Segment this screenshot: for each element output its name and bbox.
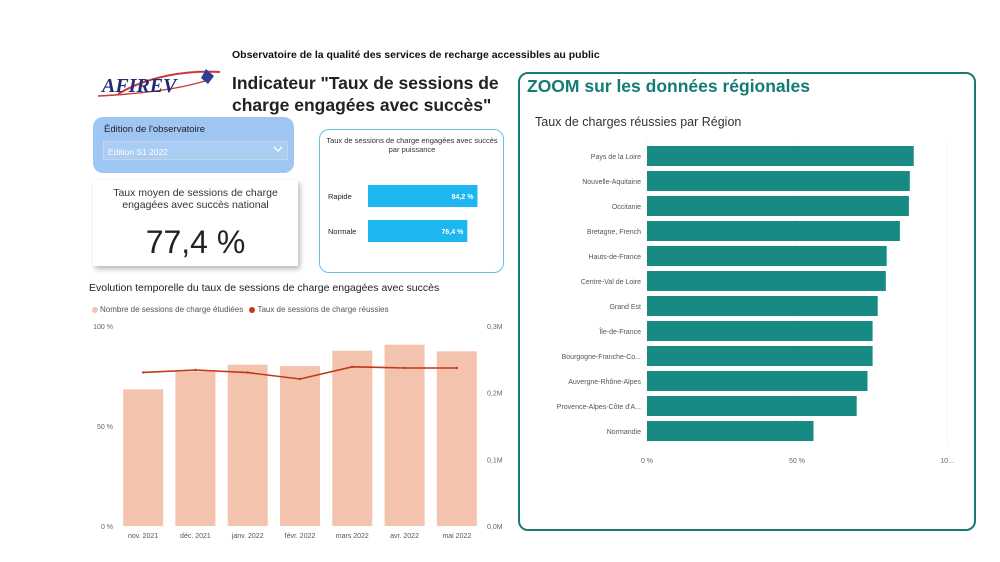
region-bar xyxy=(647,146,914,166)
legend-bar-label: Nombre de sessions de charge étudiées xyxy=(100,305,244,314)
kpi-card xyxy=(93,180,298,266)
region-label: Bourgogne-Franche-Co... xyxy=(562,354,641,361)
region-bar xyxy=(647,246,887,266)
power-data-label: 76,4 % xyxy=(442,229,465,236)
evolution-chart-title: Evolution temporelle du taux de sessions… xyxy=(89,282,440,294)
region-label: Pays de la Loire xyxy=(591,154,641,161)
y-right-tick-label: 0,0M xyxy=(487,524,503,531)
success-rate-point xyxy=(403,366,406,370)
region-label: Occitanie xyxy=(612,204,641,211)
x-tick-label: févr. 2022 xyxy=(285,533,316,540)
region-label: Grand Est xyxy=(609,304,641,311)
y-left-tick-label: 0 % xyxy=(101,524,113,531)
region-label: Nouvelle-Aquitaine xyxy=(582,179,641,186)
x-tick-label: janv. 2022 xyxy=(231,533,264,540)
success-rate-point xyxy=(298,377,302,381)
x-tick-label: mai 2022 xyxy=(442,533,471,540)
power-chart-title: Taux de sessions de charge engagées avec… xyxy=(326,136,498,154)
region-bar xyxy=(647,421,814,441)
edition-filter-label: Édition de l'observatoire xyxy=(104,124,206,135)
region-label: Auvergne-Rhône-Alpes xyxy=(568,379,641,386)
region-bar xyxy=(647,171,910,191)
session-count-bar xyxy=(123,389,164,526)
y-right-tick-label: 0,2M xyxy=(487,391,503,398)
region-label: Normandie xyxy=(607,429,641,436)
power-bar xyxy=(368,220,468,242)
y-right-tick-label: 0,1M xyxy=(487,457,503,464)
power-chart-card xyxy=(319,129,504,273)
edition-dropdown[interactable] xyxy=(103,141,288,160)
session-count-bar xyxy=(384,344,425,526)
success-rate-point xyxy=(246,371,249,374)
region-label: Île-de-France xyxy=(598,327,641,336)
power-bar-chart[interactable]: Rapide 84,2 % Normale 76,4 % xyxy=(320,176,504,248)
x-tick-label: 0 % xyxy=(641,458,653,465)
x-tick-label: nov. 2021 xyxy=(128,533,158,540)
logo-text: AFIREV xyxy=(100,75,178,97)
power-category-label: Normale xyxy=(328,227,356,236)
region-bar xyxy=(647,221,900,241)
x-tick-label: 50 % xyxy=(789,458,805,465)
region-label: Provence-Alpes-Côte d'A... xyxy=(557,404,641,411)
power-data-label: 84,2 % xyxy=(452,194,475,201)
regional-chart-title: Taux de charges réussies par Région xyxy=(535,115,742,129)
power-bar xyxy=(368,185,478,207)
y-left-tick-label: 50 % xyxy=(97,424,113,431)
success-rate-point xyxy=(194,368,197,372)
region-label: Centre-Val de Loire xyxy=(581,279,641,286)
region-bar xyxy=(647,196,909,216)
success-rate-point xyxy=(455,366,459,370)
session-count-bar xyxy=(280,366,320,526)
success-rate-point xyxy=(141,371,145,374)
y-right-tick-label: 0,3M xyxy=(487,324,503,331)
region-bar xyxy=(647,296,878,316)
session-count-bar xyxy=(175,371,216,526)
region-label: Bretagne, French xyxy=(587,229,641,236)
x-tick-label: 10... xyxy=(940,458,954,465)
region-bar xyxy=(647,346,873,366)
x-tick-label: déc. 2021 xyxy=(180,533,211,540)
region-bar xyxy=(647,271,886,291)
power-category-label: Rapide xyxy=(328,192,352,201)
session-count-bar xyxy=(227,364,268,526)
kpi-title: Taux moyen de sessions de charge engagée… xyxy=(113,187,278,211)
kpi-value: 77,4 % xyxy=(145,224,246,260)
regional-bar-chart[interactable]: Pays de la Loire Nouvelle-Aquitaine Occita… xyxy=(530,140,970,470)
success-rate-point xyxy=(351,365,354,368)
session-count-bar xyxy=(436,351,477,526)
chevron-down-icon[interactable] xyxy=(271,142,285,156)
legend-line-label: Taux de sessions de charge réussies xyxy=(257,305,389,314)
edition-dropdown-value[interactable]: Edition S1 2022 xyxy=(108,147,169,157)
regional-zoom-title: ZOOM sur les données régionales xyxy=(527,76,810,96)
x-tick-label: mars 2022 xyxy=(336,533,369,540)
region-bar xyxy=(647,321,873,341)
region-bar xyxy=(647,371,868,391)
page-title: Indicateur "Taux de sessions de charge e… xyxy=(232,73,499,115)
regional-zoom-panel xyxy=(518,72,976,531)
afirev-logo: AFIREV xyxy=(98,69,221,97)
region-bar xyxy=(647,396,857,416)
session-count-bar xyxy=(332,350,373,526)
y-left-tick-label: 100 % xyxy=(93,324,113,331)
evolution-combo-chart[interactable]: 0 % 50 % 100 % 0,0M 0,1M 0,2M 0,3M nov. 2021 déc… xyxy=(85,316,515,546)
legend-bar-swatch xyxy=(92,306,98,313)
region-label: Hauts-de-France xyxy=(588,254,641,261)
legend-line-swatch xyxy=(249,306,256,313)
x-tick-label: avr. 2022 xyxy=(390,533,419,540)
evolution-chart-legend: Nombre de sessions de charge étudiées Ta… xyxy=(92,305,389,314)
observatory-subtitle: Observatoire de la qualité des services … xyxy=(232,49,600,61)
